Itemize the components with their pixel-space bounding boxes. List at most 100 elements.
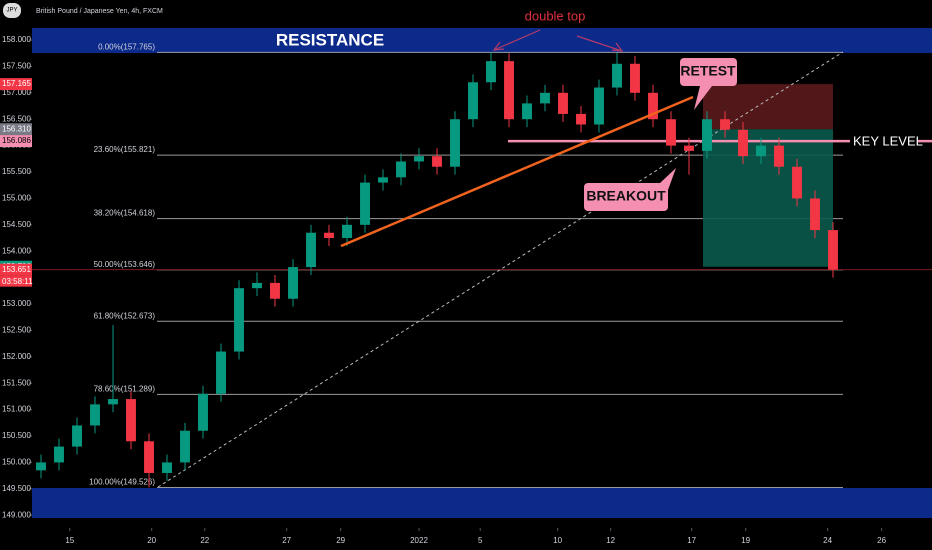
candle-body bbox=[558, 92, 568, 114]
candle-body bbox=[126, 399, 136, 442]
candle-body bbox=[522, 103, 532, 120]
x-tick-label: 5 bbox=[478, 536, 483, 545]
countdown-label: 03:58:11 bbox=[2, 277, 33, 286]
candle-body bbox=[738, 129, 748, 157]
price-badge-label: 153.651 bbox=[2, 265, 31, 274]
price-badge bbox=[0, 78, 32, 91]
candle-body bbox=[36, 462, 46, 471]
candle-body bbox=[180, 430, 190, 463]
candle-body bbox=[360, 182, 370, 225]
candle-body bbox=[684, 145, 694, 151]
x-tick-label: 22 bbox=[200, 536, 209, 545]
y-tick-label: 156.500 bbox=[2, 114, 31, 123]
price-badge bbox=[0, 135, 32, 148]
resistance-label: RESISTANCE bbox=[276, 30, 384, 49]
y-tick-label: 155.000 bbox=[2, 194, 31, 203]
countdown-badge bbox=[0, 275, 32, 287]
y-tick-label: 157.000 bbox=[2, 88, 31, 97]
candle-body bbox=[612, 63, 622, 88]
y-tick-label: 149.000 bbox=[2, 510, 31, 519]
candle-body bbox=[378, 177, 388, 183]
y-tick-label: 150.500 bbox=[2, 431, 31, 440]
y-tick-label: 150.000 bbox=[2, 458, 31, 467]
candle-body bbox=[108, 399, 118, 405]
y-tick-label: 153.000 bbox=[2, 299, 31, 308]
candle-body bbox=[450, 119, 460, 167]
candle-body bbox=[648, 92, 658, 120]
retest-callout bbox=[680, 58, 737, 86]
x-tick-label: 19 bbox=[741, 536, 750, 545]
candle-body bbox=[396, 161, 406, 178]
breakout-callout bbox=[584, 183, 668, 211]
x-tick-label: 15 bbox=[65, 536, 74, 545]
breakout-label: BREAKOUT bbox=[586, 188, 666, 204]
price-badge-label: 157.165 bbox=[2, 79, 31, 88]
resistance-band bbox=[32, 28, 932, 53]
y-tick-label: 158.000 bbox=[2, 35, 31, 44]
price-badge-label: 156.086 bbox=[2, 136, 31, 145]
candle-body bbox=[594, 87, 604, 125]
y-tick-label: 154.500 bbox=[2, 220, 31, 229]
fib-label: 100.00%(149.526) bbox=[89, 478, 155, 487]
fib-label: 23.60%(155.821) bbox=[94, 145, 156, 154]
candle-body bbox=[342, 224, 352, 239]
y-tick-label: 155.500 bbox=[2, 167, 31, 176]
price-badge bbox=[0, 123, 32, 136]
candle-body bbox=[198, 393, 208, 431]
key-level-bg bbox=[850, 133, 918, 151]
time-axis bbox=[0, 528, 932, 550]
y-tick-label: 152.500 bbox=[2, 326, 31, 335]
candle-body bbox=[288, 267, 298, 299]
y-tick-label: 154.000 bbox=[2, 246, 31, 255]
fib-label: 61.80%(152.673) bbox=[94, 311, 156, 320]
candle-body bbox=[630, 63, 640, 93]
fib-label: 50.00%(153.646) bbox=[94, 260, 156, 269]
candle-body bbox=[54, 446, 64, 463]
retest-label: RETEST bbox=[680, 63, 736, 79]
x-tick-label: 2022 bbox=[410, 536, 428, 545]
candle-body bbox=[702, 119, 712, 151]
candle-body bbox=[72, 425, 82, 447]
candle-body bbox=[540, 92, 550, 104]
support-band bbox=[32, 488, 932, 518]
candle-body bbox=[720, 119, 730, 130]
candle-body bbox=[90, 404, 100, 426]
x-tick-label: 29 bbox=[336, 536, 345, 545]
candle-body bbox=[504, 61, 514, 120]
y-tick-label: 152.000 bbox=[2, 352, 31, 361]
y-tick-label: 157.500 bbox=[2, 62, 31, 71]
x-tick-label: 20 bbox=[147, 536, 156, 545]
candle-body bbox=[468, 82, 478, 120]
x-tick-label: 26 bbox=[877, 536, 886, 545]
currency-label: JPY bbox=[6, 8, 17, 14]
x-tick-label: 17 bbox=[687, 536, 696, 545]
candle-body bbox=[432, 156, 442, 167]
x-tick-label: 12 bbox=[606, 536, 615, 545]
key-level-label: KEY LEVEL bbox=[853, 134, 923, 149]
candle-body bbox=[666, 119, 676, 146]
trend-line bbox=[340, 95, 694, 248]
candle-body bbox=[576, 113, 586, 125]
price-badge bbox=[0, 263, 32, 276]
candle-body bbox=[756, 145, 766, 157]
candle-body bbox=[486, 61, 496, 83]
candle-body bbox=[774, 145, 784, 167]
candle-body bbox=[252, 282, 262, 289]
price-badge-label: 156.310 bbox=[2, 124, 31, 133]
candle-body bbox=[414, 156, 424, 162]
y-tick-label: 149.500 bbox=[2, 484, 31, 493]
candle-body bbox=[216, 351, 226, 394]
breakout-pointer bbox=[660, 168, 676, 190]
x-tick-label: 10 bbox=[553, 536, 562, 545]
chart-title: British Pound / Japanese Yen, 4h, FXCM bbox=[36, 8, 163, 15]
x-tick-label: 24 bbox=[823, 536, 832, 545]
x-tick-label: 27 bbox=[282, 536, 291, 545]
fib-label: 0.00%(157.765) bbox=[98, 43, 155, 52]
fib-label: 38.20%(154.618) bbox=[94, 209, 156, 218]
y-tick-label: 151.500 bbox=[2, 378, 31, 387]
double-top-arrows bbox=[492, 29, 624, 52]
double-top-label: double top bbox=[525, 8, 586, 23]
candle-body bbox=[234, 288, 244, 352]
